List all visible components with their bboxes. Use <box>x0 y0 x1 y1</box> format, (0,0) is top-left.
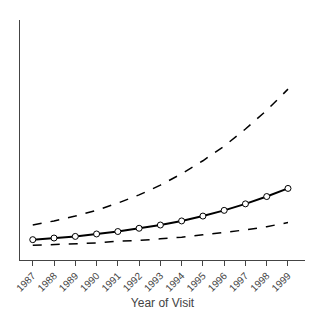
svg-text:1987: 1987 <box>14 270 38 294</box>
svg-text:1992: 1992 <box>121 270 145 294</box>
svg-text:1991: 1991 <box>99 270 123 294</box>
svg-text:1990: 1990 <box>78 270 102 294</box>
svg-text:1997: 1997 <box>227 270 251 294</box>
svg-text:1998: 1998 <box>248 270 272 294</box>
svg-text:1989: 1989 <box>57 270 81 294</box>
svg-text:1999: 1999 <box>269 270 293 294</box>
svg-text:1988: 1988 <box>35 270 59 294</box>
svg-text:1993: 1993 <box>142 270 166 294</box>
svg-text:1994: 1994 <box>163 270 187 294</box>
svg-text:1996: 1996 <box>206 270 230 294</box>
svg-text:Year of Visit: Year of Visit <box>131 296 195 310</box>
svg-text:1995: 1995 <box>184 270 208 294</box>
